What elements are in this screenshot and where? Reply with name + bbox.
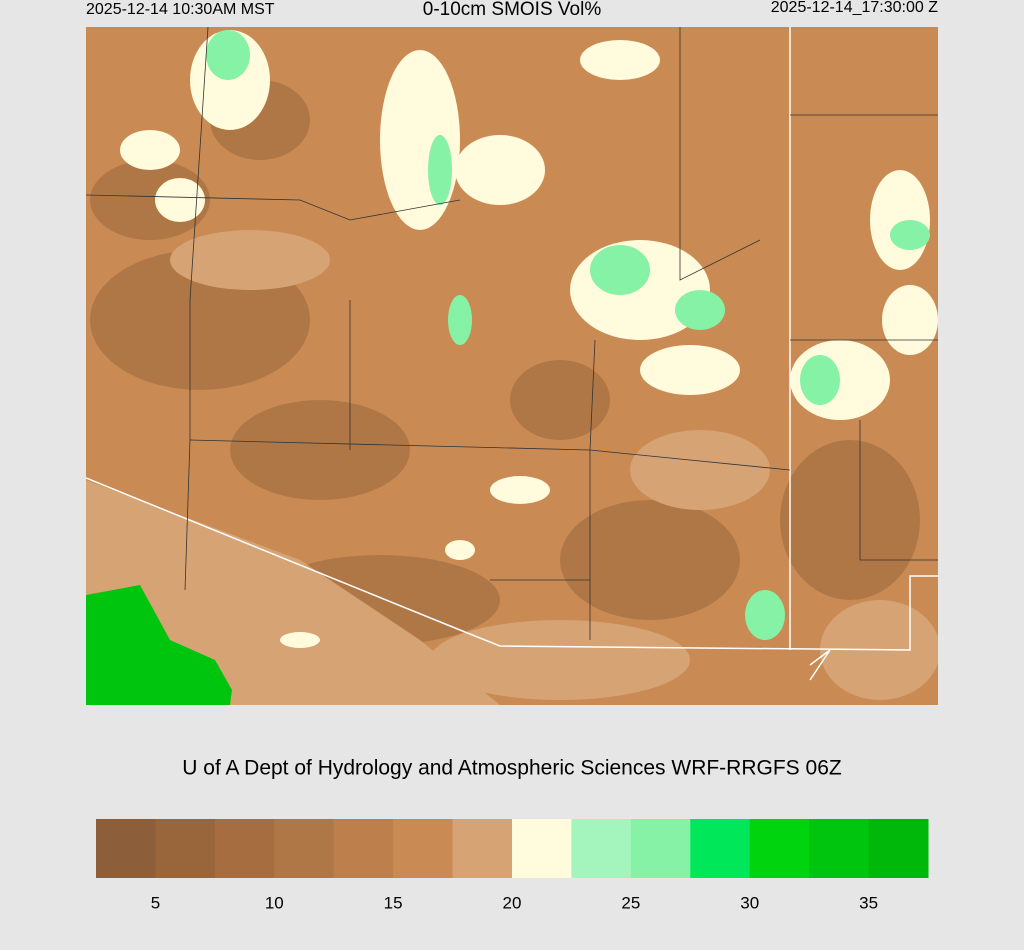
colorbar-tick-label: 30 [740, 893, 759, 912]
colorbar-swatch [214, 819, 275, 878]
colorbar-tick-label: 20 [503, 893, 522, 912]
map-title: 0-10cm SMOIS Vol% [423, 0, 602, 20]
colorbar-tick-label: 10 [265, 893, 284, 912]
map [86, 27, 938, 705]
credit: U of A Dept of Hydrology and Atmospheric… [182, 757, 842, 780]
colorbar: 5 10 15 20 25 30 35 [96, 819, 929, 912]
colorbar-tick-label: 5 [151, 893, 160, 912]
colorbar-swatch [690, 819, 751, 878]
colorbar-swatch [809, 819, 870, 878]
colorbar-swatch [393, 819, 454, 878]
colorbar-swatch [96, 819, 156, 878]
valid-time-utc: 2025-12-14_17:30:00 Z [771, 0, 938, 16]
colorbar-swatch [868, 819, 929, 878]
colorbar-swatch [333, 819, 394, 878]
colorbar-tick-label: 15 [384, 893, 403, 912]
moderate-areas [86, 230, 938, 705]
ocean-mask [86, 585, 232, 705]
colorbar-swatch [630, 819, 691, 878]
colorbar-swatch [512, 819, 572, 878]
colorbar-swatch [571, 819, 632, 878]
county-borders [86, 27, 938, 640]
colorbar-swatch [452, 819, 513, 878]
colorbar-tick-label: 25 [621, 893, 640, 912]
colorbar-swatch [274, 819, 335, 878]
colorbar-tick-label: 35 [859, 893, 878, 912]
state-borders [86, 27, 938, 681]
moist-areas [120, 30, 938, 648]
colorbar-swatch [155, 819, 216, 878]
colorbar-swatch [749, 819, 810, 878]
valid-time-local: 2025-12-14 10:30AM MST [86, 1, 275, 18]
wet-areas [206, 30, 930, 640]
